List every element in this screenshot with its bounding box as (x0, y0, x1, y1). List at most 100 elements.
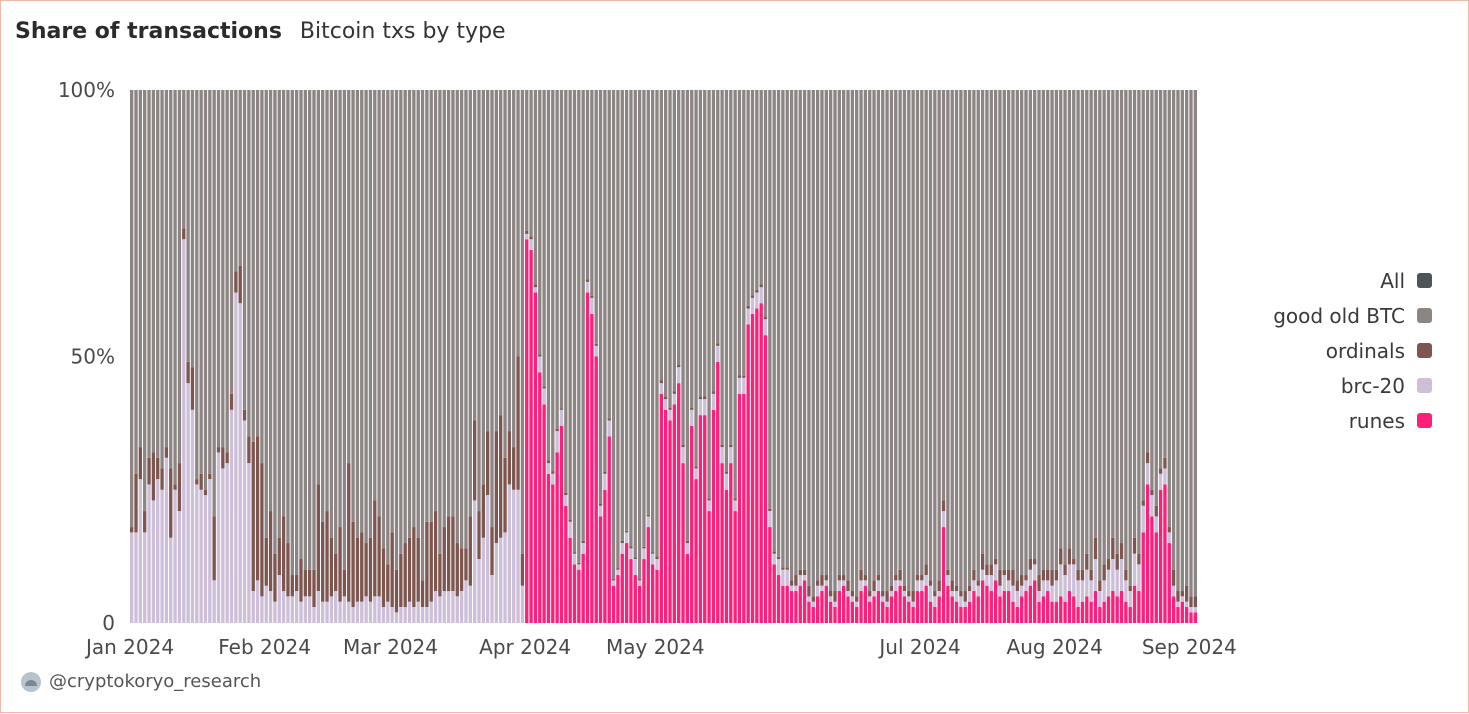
bar-segment-brc20 (716, 345, 720, 362)
bar-segment-brc20 (1137, 564, 1141, 592)
bar-segment-good-old-btc (1163, 90, 1167, 458)
bar-segment-ordinals (837, 575, 841, 581)
bar-segment-brc20 (1054, 580, 1059, 602)
bar-segment-brc20 (616, 569, 620, 576)
bar-segment-brc20 (329, 596, 334, 623)
bar-segment-good-old-btc (238, 90, 242, 266)
bar-segment-runes (1002, 591, 1006, 623)
bar-segment-ordinals (312, 569, 316, 608)
bar-segment-ordinals (902, 585, 907, 592)
bar-segment-brc20 (1037, 591, 1041, 602)
bar-segment-brc20 (1076, 580, 1080, 608)
bar-segment-good-old-btc (716, 90, 720, 344)
bar-segment-brc20 (1119, 559, 1124, 592)
bar-segment-ordinals (1041, 569, 1046, 581)
bar-segment-brc20 (173, 489, 177, 623)
bar-segment-brc20 (390, 607, 394, 623)
attribution-handle[interactable]: @cryptokoryo_research (49, 671, 262, 692)
bar-segment-good-old-btc (568, 90, 572, 520)
bar-segment-good-old-btc (768, 90, 772, 509)
bar-segment-runes (1028, 585, 1033, 623)
legend-item-all[interactable]: All (1192, 263, 1432, 298)
bar-segment-good-old-btc (555, 90, 559, 429)
bar-segment-ordinals (1150, 489, 1154, 496)
bar-segment-brc20 (1150, 495, 1154, 517)
legend-item-good-old-btc[interactable]: good old BTC (1192, 298, 1432, 333)
bar-segment-brc20 (911, 601, 915, 608)
bar-segment-good-old-btc (763, 90, 768, 318)
bar-segment-brc20 (581, 543, 585, 554)
bar-segment-good-old-btc (1158, 90, 1163, 469)
bar-segment-good-old-btc (624, 90, 629, 531)
bar-segment-good-old-btc (516, 90, 520, 357)
bar-segment-good-old-btc (255, 90, 260, 437)
bar-segment-good-old-btc (247, 90, 251, 437)
bar-segment-brc20 (646, 516, 650, 528)
bar-segment-ordinals (234, 271, 238, 293)
bar-segment-ordinals (611, 578, 616, 581)
bar-segment-runes (642, 559, 646, 623)
bar-segment-ordinals (364, 543, 368, 597)
bar-segment-brc20 (234, 292, 238, 623)
bar-segment-good-old-btc (629, 90, 633, 547)
bar-segment-brc20 (685, 543, 690, 554)
bar-segment-runes (1015, 607, 1019, 623)
bar-segment-good-old-btc (933, 90, 937, 592)
bar-segment-good-old-btc (195, 90, 199, 480)
bar-segment-runes (555, 452, 559, 623)
bar-segment-brc20 (373, 596, 377, 623)
bar-segment-brc20 (807, 596, 811, 602)
bar-segment-good-old-btc (512, 90, 516, 448)
bar-segment-good-old-btc (299, 90, 303, 560)
bar-segment-brc20 (516, 489, 520, 623)
bar-segment-runes (759, 303, 763, 623)
bar-segment-good-old-btc (377, 90, 381, 517)
bar-segment-brc20 (993, 564, 998, 581)
bar-segment-good-old-btc (381, 90, 386, 549)
bar-segment-ordinals (286, 543, 290, 597)
bar-segment-runes (959, 607, 963, 623)
bar-segment-runes (985, 585, 989, 623)
legend-item-runes[interactable]: runes (1192, 403, 1432, 438)
x-tick-label: Feb 2024 (218, 635, 311, 659)
bar-segment-ordinals (1158, 468, 1163, 474)
x-tick-label: Aug 2024 (1007, 635, 1103, 659)
bar-segment-ordinals (216, 447, 221, 453)
bar-segment-runes (837, 591, 841, 623)
legend-item-brc20[interactable]: brc-20 (1192, 368, 1432, 403)
bar-segment-runes (742, 393, 746, 623)
bars-group (130, 90, 1197, 624)
bar-segment-runes (650, 564, 655, 623)
bar-segment-runes (755, 308, 759, 623)
bar-segment-brc20 (902, 591, 907, 597)
bar-segment-good-old-btc (802, 90, 807, 570)
bar-segment-good-old-btc (863, 90, 868, 576)
bar-segment-brc20 (976, 585, 980, 597)
bar-segment-good-old-btc (316, 90, 321, 485)
bar-segment-brc20 (177, 511, 182, 623)
bar-segment-ordinals (568, 519, 572, 522)
bar-segment-brc20 (186, 383, 190, 623)
bar-segment-ordinals (672, 391, 677, 394)
bar-segment-ordinals (711, 391, 716, 394)
bar-segment-brc20 (868, 596, 872, 602)
bar-segment-good-old-btc (472, 90, 477, 421)
bar-segment-good-old-btc (998, 90, 1002, 570)
bar-segment-ordinals (924, 564, 928, 576)
bar-segment-good-old-btc (1167, 90, 1171, 528)
bar-segment-ordinals (386, 564, 390, 602)
bar-segment-good-old-btc (229, 90, 234, 394)
bar-segment-good-old-btc (603, 90, 607, 472)
bar-segment-ordinals (876, 575, 881, 581)
bar-segment-runes (781, 585, 785, 623)
bar-segment-brc20 (1167, 532, 1171, 544)
legend-item-ordinals[interactable]: ordinals (1192, 333, 1432, 368)
bar-segment-brc20 (863, 580, 868, 586)
bar-segment-ordinals (143, 511, 147, 533)
legend-swatch (1417, 378, 1432, 393)
bar-segment-ordinals (446, 516, 451, 592)
bar-segment-good-old-btc (1085, 90, 1089, 554)
legend-label: good old BTC (1273, 303, 1405, 328)
bar-segment-good-old-btc (1063, 90, 1067, 565)
